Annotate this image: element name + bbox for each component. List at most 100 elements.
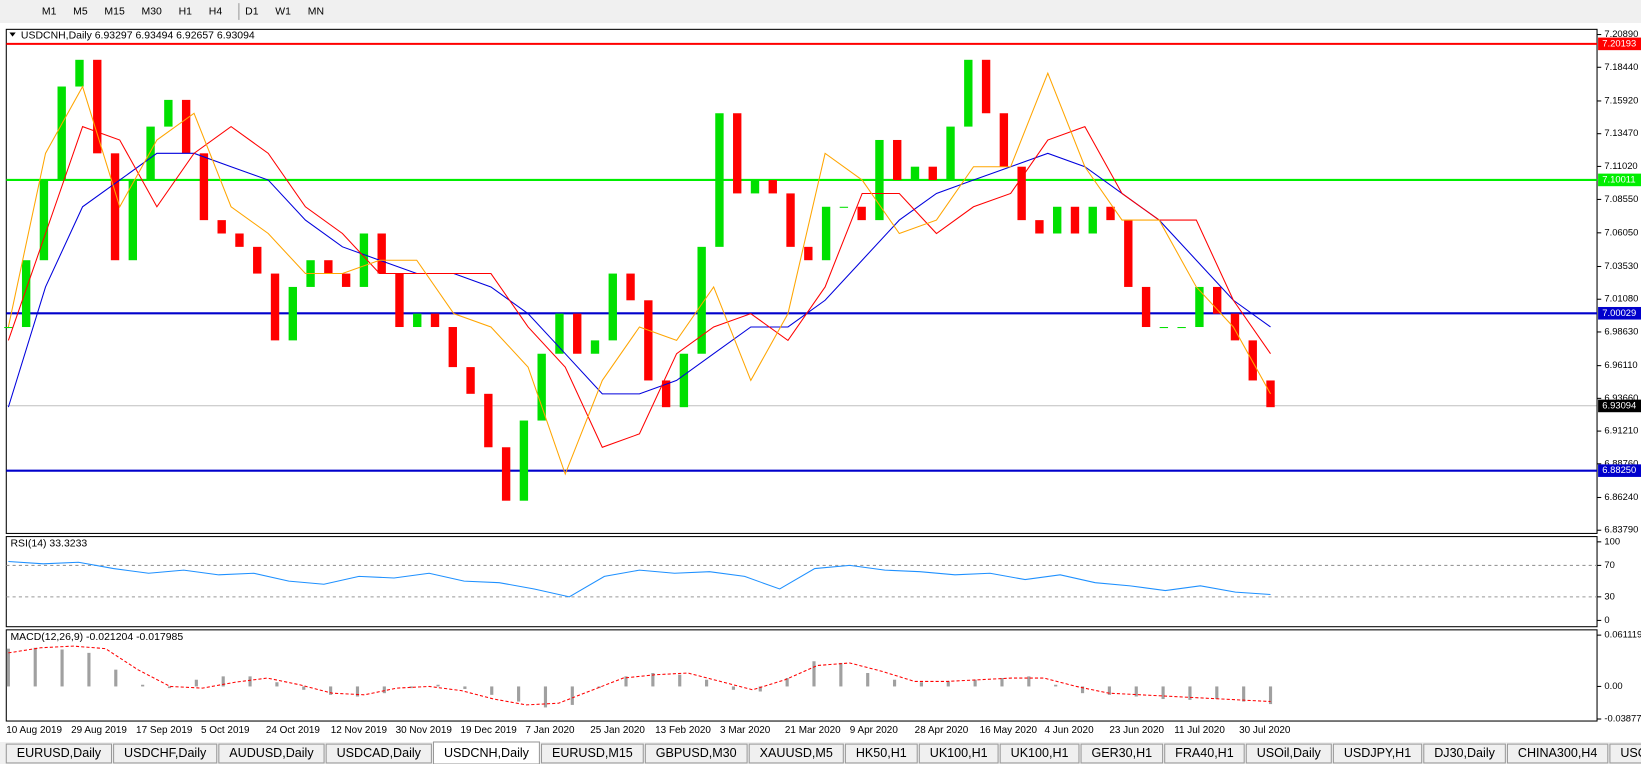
timeframe-button[interactable]: MN	[308, 6, 324, 17]
tab-label[interactable]: DJ30,Daily	[1434, 746, 1495, 760]
tab[interactable]	[1080, 743, 1164, 764]
candle	[1248, 340, 1257, 381]
macd-bar	[1000, 678, 1004, 687]
price-label-box	[1598, 306, 1641, 320]
indicator-line	[7, 152, 1271, 408]
tab[interactable]	[325, 743, 432, 764]
indicator-line	[7, 71, 1271, 476]
candle	[768, 180, 777, 194]
candle	[857, 206, 866, 221]
x-tick-label: 4 Jun 2020	[1044, 725, 1094, 736]
tab[interactable]	[644, 743, 748, 764]
macd-bar	[436, 684, 440, 687]
candle	[253, 246, 262, 274]
y-tick-label: 7.13470	[1604, 127, 1638, 138]
x-tick-label: 16 May 2020	[980, 725, 1038, 736]
y-tick-label: 30	[1604, 590, 1614, 601]
y-tick-label: 7.11020	[1604, 160, 1637, 171]
tab-label[interactable]: XAUUSD,M5	[760, 746, 833, 760]
tab-label[interactable]: USDCAD,Daily	[337, 746, 422, 760]
tab-label[interactable]: EURUSD,M15	[552, 746, 633, 760]
indicator-line	[7, 125, 1271, 448]
tab[interactable]	[1423, 743, 1506, 764]
tab[interactable]	[1245, 743, 1332, 764]
tab[interactable]	[748, 743, 844, 764]
indicator-line	[8, 645, 1271, 706]
macd-bar	[60, 649, 64, 687]
x-tick-label: 23 Jun 2020	[1109, 725, 1164, 736]
macd-bar	[1161, 686, 1165, 700]
macd-bar	[275, 682, 279, 687]
timeframe-button[interactable]: M30	[142, 6, 163, 17]
y-tick-label: 6.83790	[1604, 524, 1638, 535]
candle	[875, 139, 884, 221]
x-tick-label: 11 Jul 2020	[1174, 725, 1225, 736]
tab[interactable]	[5, 743, 113, 764]
macd-bar	[355, 686, 360, 697]
tab-label[interactable]: CHINA300,H4	[1518, 746, 1597, 760]
candle	[590, 340, 600, 354]
tab-label[interactable]: USDJPY,H1	[1344, 746, 1411, 760]
candle	[75, 59, 84, 87]
timeframe-button[interactable]: M1	[42, 6, 57, 17]
tab-label[interactable]: GBPUSD,M30	[656, 746, 737, 760]
tab-label[interactable]: GER30,H1	[1092, 746, 1153, 760]
candle	[804, 246, 813, 261]
tab-label[interactable]: UK100,H1	[930, 746, 988, 760]
tab[interactable]	[844, 743, 918, 764]
macd-bar	[141, 684, 145, 687]
candle	[573, 313, 582, 354]
chart-window	[0, 23, 1641, 742]
tab-label[interactable]: UK100,H1	[1011, 746, 1069, 760]
macd-bar	[167, 686, 172, 689]
tab-label[interactable]: HK50,H1	[856, 746, 907, 760]
timeframe-button[interactable]: M5	[73, 6, 88, 17]
tab-label[interactable]: FRA40,H1	[1175, 746, 1234, 760]
x-tick-label: 19 Dec 2019	[460, 725, 517, 736]
y-tick-label: 6.93660	[1604, 392, 1638, 403]
timeframe-button[interactable]: W1	[275, 6, 291, 17]
macd-bar	[892, 679, 897, 687]
tab-label[interactable]: AUDUSD,Daily	[229, 746, 314, 760]
y-tick-label: 6.98630	[1604, 325, 1638, 336]
timeframe-button[interactable]: D1	[245, 6, 259, 17]
tab[interactable]	[113, 743, 218, 764]
tab-label[interactable]: USOil,H	[1620, 746, 1641, 760]
timeframe-button[interactable]: H4	[209, 6, 223, 17]
candle	[1088, 206, 1097, 234]
tab-label[interactable]: USDCHF,Daily	[124, 746, 207, 760]
macd-bar	[463, 686, 467, 689]
macd-bar	[248, 676, 252, 687]
rsi-header: RSI(14) 33.3233	[10, 539, 87, 550]
candle	[893, 139, 902, 181]
candle	[608, 273, 617, 341]
tab-label[interactable]: USDCNH,Daily	[444, 746, 530, 760]
candle	[1053, 206, 1062, 234]
y-tick-label: 100	[1604, 535, 1620, 546]
candle	[786, 193, 795, 247]
tab[interactable]	[1506, 743, 1609, 764]
tab[interactable]	[540, 743, 644, 764]
y-tick-label: 7.06050	[1604, 226, 1638, 237]
tab-label[interactable]: USOil,Daily	[1257, 746, 1322, 760]
y-tick-label: 7.08550	[1604, 193, 1638, 204]
timeframe-button[interactable]: M15	[104, 6, 125, 17]
macd-bar	[678, 674, 682, 687]
candle	[1141, 286, 1151, 328]
x-tick-label: 9 Apr 2020	[850, 725, 899, 736]
macd-bar	[758, 686, 762, 692]
price-label-box	[1598, 399, 1641, 413]
candle	[217, 220, 226, 234]
price-label-box	[1598, 37, 1641, 51]
tab[interactable]	[999, 743, 1080, 764]
tab[interactable]	[1164, 743, 1245, 764]
timeframe-button[interactable]: H1	[179, 6, 193, 17]
macd-bar	[409, 686, 413, 689]
tab[interactable]	[918, 743, 999, 764]
tab[interactable]	[432, 741, 540, 764]
x-tick-label: 3 Mar 2020	[720, 725, 771, 736]
tab[interactable]	[218, 743, 325, 764]
tab-label[interactable]: EURUSD,Daily	[17, 746, 102, 760]
tab[interactable]	[1609, 743, 1641, 764]
tab[interactable]	[1332, 743, 1423, 764]
